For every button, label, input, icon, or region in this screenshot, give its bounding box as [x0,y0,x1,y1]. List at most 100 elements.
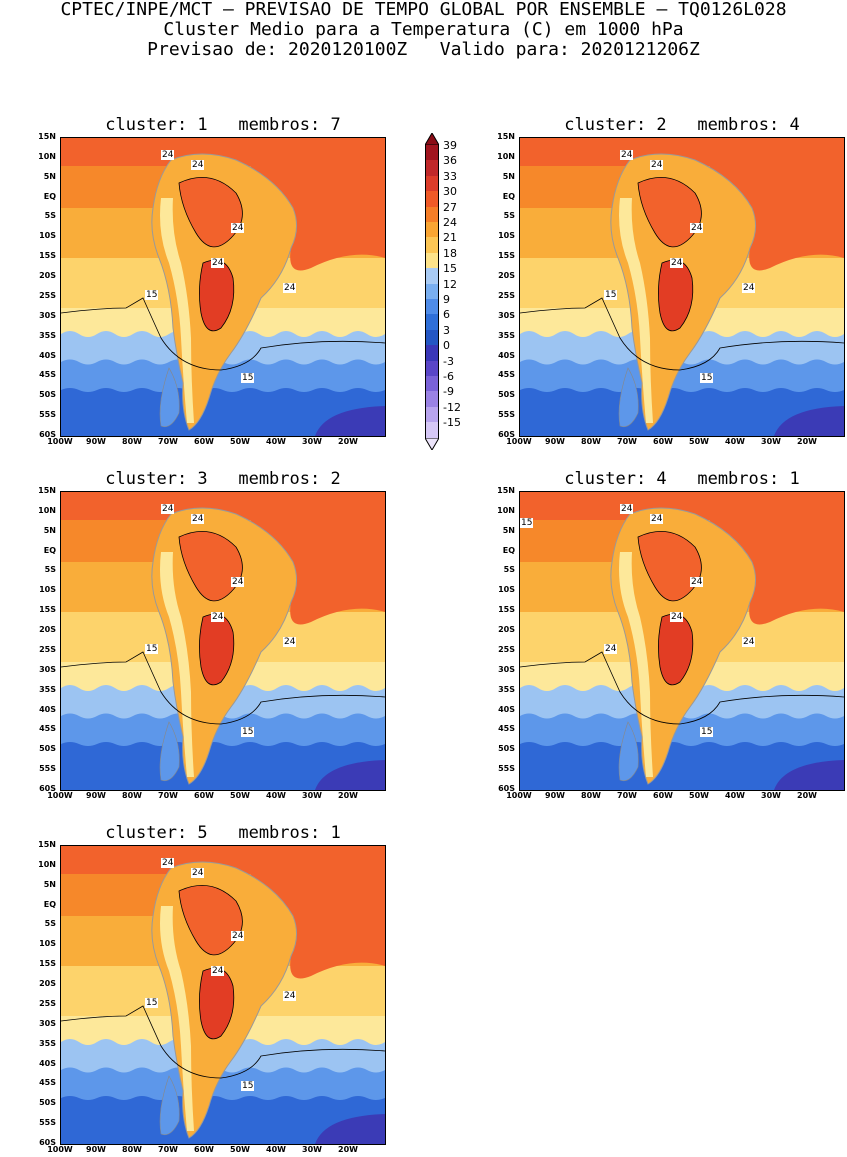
temperature-contour-fill [61,742,385,790]
latitude-tick-label: 40S [498,350,515,360]
longitude-tick-label: 90W [86,437,106,446]
longitude-tick-label: 70W [158,437,178,446]
latitude-tick-label: EQ [502,191,515,201]
amazon-warm-region [637,177,702,248]
longitude-tick-label: 100W [506,791,532,800]
latitude-tick-label: EQ [502,545,515,555]
latitude-tick-label: 20S [498,271,515,281]
contour-label: 24 [191,514,205,524]
colorbar-label: 39 [443,139,457,152]
latitude-tick-label: 15N [38,840,56,849]
latitude-tick-label: 25S [39,644,56,654]
latitude-tick-label: 15S [498,251,515,261]
latitude-tick-label: 45S [39,370,56,380]
warm-ocean [710,492,844,625]
cold-pool [315,406,385,436]
contour-label: 15 [241,373,255,383]
colorbar-swatch [425,299,439,315]
longitude-tick-label: 100W [47,1145,73,1154]
amazon-warm-region [178,177,243,248]
latitude-tick-label: 15N [38,486,56,495]
colorbar-swatch [425,360,439,376]
longitude-tick-label: 50W [230,437,250,446]
longitude-tick-label: 70W [617,437,637,446]
latitude-tick-label: 25S [39,998,56,1008]
longitude-tick-label: 60W [194,791,214,800]
andes-cool-strip [160,552,194,777]
panel-title: cluster: 5 membros: 1 [105,823,341,843]
colorbar-label: 3 [443,323,450,337]
latitude-tick-label: 55S [39,410,56,420]
isotherm-15 [520,297,844,371]
colorbar-label: -12 [443,400,461,414]
latitude-tick-label: 5N [43,171,56,181]
colorbar-label: -9 [443,385,454,399]
panel-title: cluster: 1 membros: 7 [105,115,341,135]
latitude-tick-label: 40S [39,350,56,360]
temperature-contour-fill [61,1096,385,1144]
latitude-tick-label: 5S [503,565,515,575]
contour-label: 15 [241,727,255,737]
latitude-tick-label: 55S [39,764,56,774]
latitude-tick-label: 5S [44,919,56,929]
latitude-tick-label: 5S [44,565,56,575]
longitude-tick-label: 50W [689,791,709,800]
latitude-tick-label: 15S [39,605,56,615]
contour-label: 15 [145,998,159,1008]
colorbar-swatch [425,345,439,361]
longitude-tick-label: 60W [653,437,673,446]
latitude-tick-label: 15S [39,251,56,261]
latitude-tick-label: 60S [498,430,515,440]
latitude-tick-label: 10S [39,939,56,949]
latitude-tick-label: 5N [502,525,515,535]
longitude-tick-label: 40W [266,437,286,446]
temperature-map: 24 24 24 24 24 15 15 [60,845,386,1145]
patagonia-region [618,721,639,781]
contour-label: 24 [161,858,175,868]
contour-label: 24 [650,160,664,170]
panel-title: cluster: 2 membros: 4 [564,115,800,135]
colorbar-label: 6 [443,308,450,322]
colorbar-bottom-arrow [425,437,439,450]
latitude-tick-label: 10N [497,505,515,515]
longitude-tick-label: 40W [266,791,286,800]
warm-ocean [251,846,385,979]
andes-cool-strip [160,906,194,1131]
longitude-tick-label: 100W [47,437,73,446]
latitude-tick-label: 30S [39,664,56,674]
latitude-tick-label: EQ [43,191,56,201]
temperature-map: 24 24 24 24 24 15 15 [60,137,386,437]
longitude-tick-label: 100W [506,437,532,446]
longitude-tick-label: 40W [266,1145,286,1154]
latitude-tick-label: 45S [39,724,56,734]
andes-cool-strip [619,552,653,777]
cold-pool [774,406,844,436]
longitude-tick-label: 80W [122,791,142,800]
colorbar-swatch [425,252,439,269]
longitude-tick-label: 20W [797,437,817,446]
longitude-tick-label: 80W [122,437,142,446]
latitude-tick-label: 50S [39,744,56,754]
warm-ocean [251,492,385,625]
isotherm-15 [61,651,385,725]
amazon-warm-region [178,885,243,956]
contour-label: 15 [145,644,159,654]
longitude-tick-label: 80W [581,791,601,800]
colorbar-swatch [425,376,439,392]
cold-pool [774,760,844,790]
latitude-tick-label: 5S [503,211,515,221]
colorbar-swatch [425,422,439,438]
longitude-tick-label: 80W [581,437,601,446]
latitude-tick-label: 15N [497,132,515,141]
chaco-hot-region [199,967,235,1040]
map-canvas [61,846,385,1144]
colorbar-swatch [425,283,439,299]
colorbar-label: 24 [443,216,457,229]
amazon-warm-region [178,531,243,602]
colorbar-label: 15 [443,262,457,276]
contour-label: 24 [690,223,704,233]
longitude-tick-label: 70W [158,791,178,800]
isotherm-15 [520,651,844,725]
longitude-tick-label: 90W [545,437,565,446]
contour-label: 24 [231,931,245,941]
